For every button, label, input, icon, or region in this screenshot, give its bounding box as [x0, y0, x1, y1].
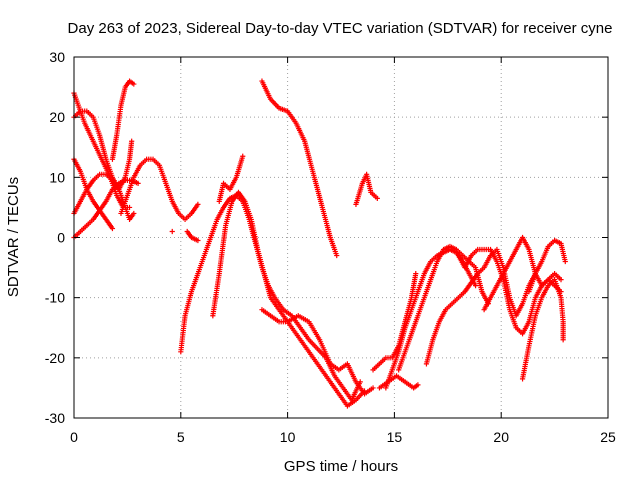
series-track-12: [216, 153, 246, 204]
data-point: [131, 81, 137, 87]
series-track-15: [353, 171, 380, 208]
data-point: [472, 283, 479, 289]
x-axis-label: GPS time / hours: [284, 458, 398, 475]
series-track-06: [118, 156, 201, 223]
y-tick-label: -20: [45, 350, 65, 366]
data-point: [240, 153, 246, 159]
data-point: [415, 382, 421, 388]
chart-title: Day 263 of 2023, Sidereal Day-to-day VTE…: [68, 20, 613, 37]
y-tick-label: -30: [45, 410, 65, 426]
data-point: [370, 385, 376, 391]
x-tick-label: 5: [177, 429, 185, 445]
series-track-11: [210, 189, 368, 409]
y-tick-label: 0: [57, 230, 65, 246]
data-point: [131, 210, 137, 217]
series-track-24: [526, 237, 568, 295]
series-track-23: [519, 277, 566, 382]
data-point: [195, 201, 201, 208]
data-point: [374, 195, 380, 201]
series-track-14: [259, 78, 340, 259]
x-tick-label: 10: [280, 429, 296, 445]
data-point: [334, 252, 340, 259]
x-tick-label: 20: [493, 429, 509, 445]
data-point: [413, 271, 419, 277]
axis-ticks: 0 5 10 15 20 25 -30 -20 -10 0 10 20 30: [45, 49, 616, 445]
series-track-08: [169, 228, 175, 235]
x-tick-label: 25: [600, 429, 616, 445]
y-tick-label: 10: [49, 169, 65, 185]
y-axis-label: SDTVAR / TECUs: [5, 177, 22, 297]
series-track-13: [259, 307, 376, 397]
data-point: [195, 237, 201, 244]
y-tick-label: 20: [49, 109, 65, 125]
data-point: [562, 258, 568, 265]
series-track-20: [423, 246, 538, 367]
series-track-19: [376, 373, 421, 391]
series-track-09: [184, 228, 201, 244]
y-tick-label: -10: [45, 290, 65, 306]
data-series: [71, 78, 568, 409]
series-track-03: [109, 78, 137, 162]
series-track-07: [71, 177, 141, 241]
series-track-01: [71, 90, 133, 211]
data-point: [135, 180, 141, 186]
x-tick-label: 0: [70, 429, 78, 445]
data-point: [129, 138, 135, 144]
data-point: [169, 228, 175, 235]
series-track-17: [383, 246, 479, 391]
data-point: [558, 277, 564, 283]
series-track-22: [481, 234, 564, 313]
x-tick-label: 15: [387, 429, 403, 445]
y-tick-label: 30: [49, 49, 65, 65]
data-point: [109, 225, 116, 232]
data-point: [560, 337, 566, 343]
